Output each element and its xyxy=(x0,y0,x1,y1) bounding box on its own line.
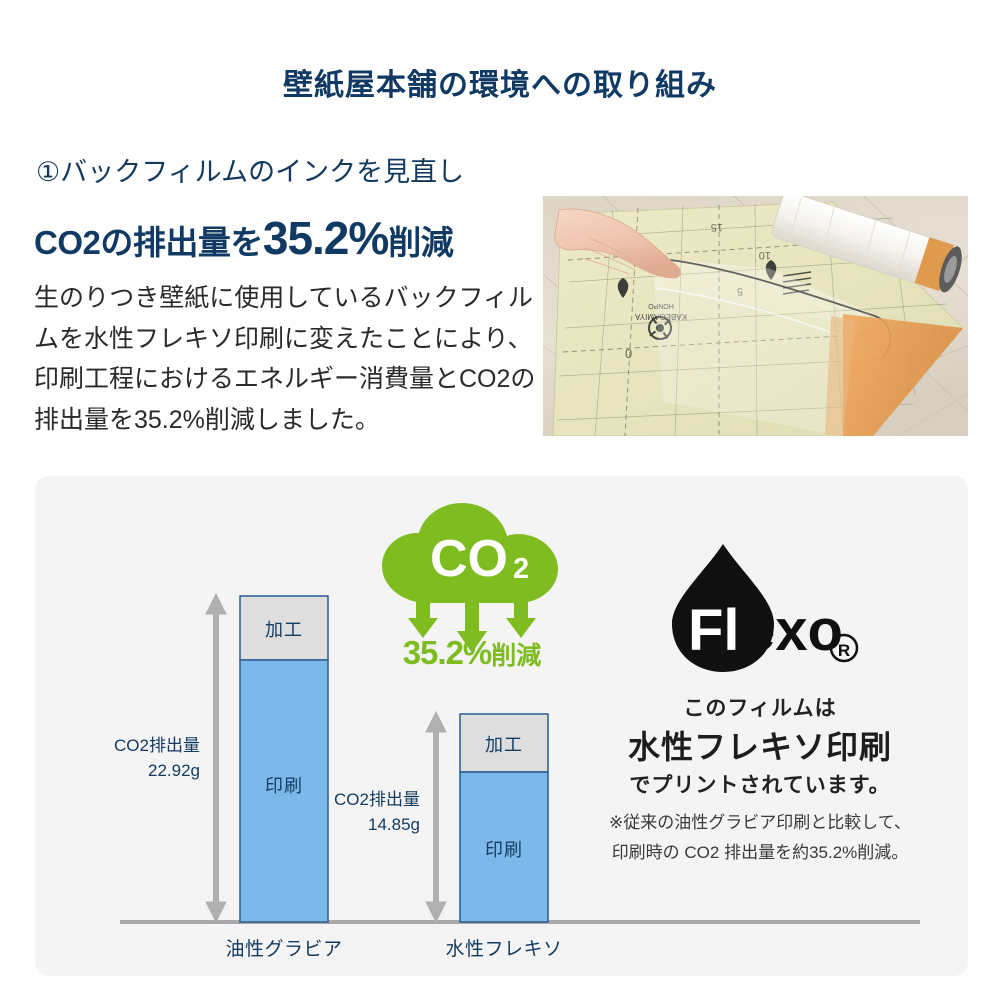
measure-arrow-1 xyxy=(205,592,227,924)
flexo-exo-text: exo xyxy=(743,598,843,663)
headline: CO2の排出量を35.2%削減 xyxy=(34,210,554,268)
bar2-segment-kako xyxy=(459,713,549,773)
category-label-1: 油性グラビア xyxy=(225,939,343,960)
registered-mark: R xyxy=(829,633,859,663)
chart-svg xyxy=(120,592,920,924)
flexo-line2: 水性フレキソ印刷 xyxy=(627,729,892,765)
bar1-segment-kako xyxy=(239,595,329,661)
flexo-note: ※従来の油性グラビア印刷と比較して、 印刷時の CO2 排出量を約35.2%削減… xyxy=(590,808,930,868)
lead-text: ①バックフィルムのインクを見直し xyxy=(36,157,465,187)
headline-prefix: CO2の排出量を xyxy=(34,224,263,261)
bar2-measure-title: CO2排出量 xyxy=(334,790,420,809)
wallpaper-photo: KABEGAMIYA HONPO 0 5 10 15 xyxy=(543,196,968,436)
flexo-logo: Fl exo R xyxy=(648,538,868,678)
flexo-note-line2: 印刷時の CO2 排出量を約35.2%削減。 xyxy=(611,842,909,862)
cloud-shape xyxy=(382,503,558,603)
category-label-2: 水性フレキソ xyxy=(445,939,563,960)
bar1-kako-label: 加工 xyxy=(265,620,303,640)
cloud-co2-text: CO xyxy=(430,530,508,588)
flexo-line3: でプリントされています。 xyxy=(629,774,891,797)
bar1-measure-text: CO2排出量 22.92g xyxy=(70,734,200,783)
page-title: 壁紙屋本舗の環境への取り組み xyxy=(283,69,717,102)
svg-text:5: 5 xyxy=(737,285,743,297)
bar2-segment-insatsu xyxy=(459,771,549,923)
svg-text:KABEGAMIYA: KABEGAMIYA xyxy=(634,312,687,321)
svg-text:10: 10 xyxy=(759,249,771,261)
svg-text:HONPO: HONPO xyxy=(648,302,674,309)
photo-illustration: KABEGAMIYA HONPO 0 5 10 15 xyxy=(543,196,968,436)
reduction-suffix: 削減 xyxy=(491,642,542,670)
bar2-measure-value: 14.85g xyxy=(368,814,420,834)
svg-text:R: R xyxy=(838,641,850,660)
reduction-figure: 35.2%削減 xyxy=(372,634,572,674)
cloud-icon: CO 2 xyxy=(382,503,558,653)
measure-arrow-2 xyxy=(425,710,447,924)
reduction-value: 35.2% xyxy=(402,634,493,671)
body-copy: 生のりつき壁紙に使用しているバックフィルムを水性フレキソ印刷に変えたことにより、… xyxy=(34,284,536,434)
flexo-droplet-icon: Fl exo R xyxy=(672,544,859,672)
bar1-measure-value: 22.92g xyxy=(148,760,200,780)
co2-bar-chart: 加工 印刷 加工 印刷 CO2排出量 22.92g CO2排出量 14.85g … xyxy=(35,476,968,976)
flexo-line1: このフィルムは xyxy=(683,697,837,720)
bar2-insatsu-label: 印刷 xyxy=(485,840,523,860)
flexo-note-line1: ※従来の油性グラビア印刷と比較して、 xyxy=(609,813,911,832)
bar1-segment-insatsu xyxy=(239,659,329,923)
bar1-measure-title: CO2排出量 xyxy=(114,736,200,755)
bar1-insatsu-label: 印刷 xyxy=(265,776,303,796)
flexo-fl-text: Fl xyxy=(688,598,740,663)
bar2-kako-label: 加工 xyxy=(485,735,523,755)
bar2-measure-text: CO2排出量 14.85g xyxy=(290,788,420,837)
ink-drop-shape xyxy=(672,544,774,672)
headline-value: 35.2% xyxy=(262,212,389,264)
cloud-arrows xyxy=(408,601,536,653)
svg-text:0: 0 xyxy=(625,346,632,361)
svg-text:15: 15 xyxy=(711,221,723,233)
cloud-co2-subscript: 2 xyxy=(513,553,529,585)
headline-suffix: 削減 xyxy=(388,224,454,261)
co2-cloud-graphic: CO 2 xyxy=(372,498,572,683)
